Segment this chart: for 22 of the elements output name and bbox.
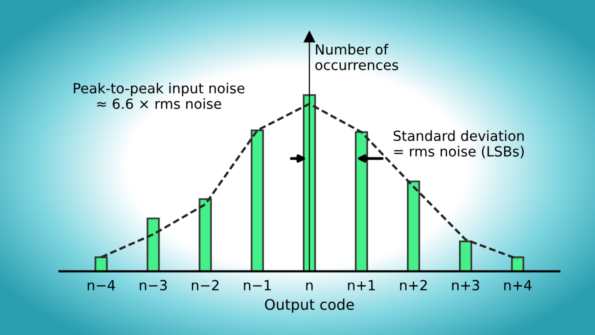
bar (511, 256, 524, 272)
bar (406, 180, 420, 272)
x-axis-title: Output code (264, 298, 354, 313)
bar (354, 131, 368, 272)
x-tick-label: n+2 (400, 280, 427, 290)
x-tick-label: n+1 (348, 280, 375, 290)
x-tick-label: n−3 (140, 280, 167, 290)
bar (250, 129, 264, 272)
bar (146, 218, 160, 272)
x-tick-label: n−2 (192, 280, 219, 290)
x-tick-label: n+4 (504, 280, 532, 290)
x-tick-label: n−1 (244, 280, 271, 290)
annotation: Peak-to-peak input noise ≈ 6.6 × rms noise (74, 82, 244, 109)
y-axis-title: Number of occurrences (315, 44, 398, 70)
x-tick-label: n (306, 282, 313, 290)
annotation: Standard deviation = rms noise (LSBs) (394, 130, 524, 158)
x-tick-label: n+3 (452, 280, 480, 290)
bar (302, 94, 316, 272)
bar (94, 256, 108, 272)
bar (198, 198, 212, 272)
bar (459, 240, 472, 272)
x-tick-label: n−4 (88, 280, 116, 290)
